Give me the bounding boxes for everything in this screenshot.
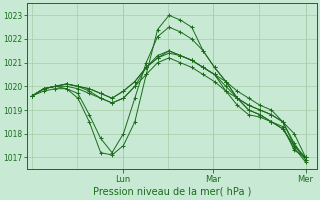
X-axis label: Pression niveau de la mer( hPa ): Pression niveau de la mer( hPa ): [92, 187, 251, 197]
